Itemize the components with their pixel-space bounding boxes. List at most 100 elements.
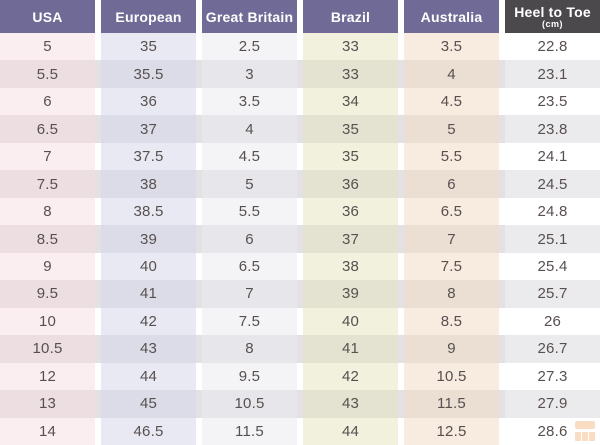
table-cell-great-britain: 3.5: [202, 87, 297, 116]
table-cell-brazil: 43: [303, 390, 398, 418]
table-row: 6.5 37 4 35 5 23.8: [0, 115, 600, 143]
table-row: 8 38.5 5.5 36 6.5 24.8: [0, 197, 600, 226]
table-cell-heel-to-toe: 27.3: [505, 362, 600, 391]
table-cell-usa: 9.5: [0, 280, 95, 308]
table-cell-heel-to-toe: 25.1: [505, 225, 600, 253]
table-cell-european: 36: [101, 87, 196, 116]
table-cell-european: 43: [101, 335, 196, 363]
table-cell-australia: 5: [404, 115, 499, 143]
table-cell-usa: 14: [0, 417, 95, 445]
table-cell-brazil: 37: [303, 225, 398, 253]
table-cell-great-britain: 7: [202, 280, 297, 308]
table-cell-european: 35.5: [101, 60, 196, 88]
header-heel-to-toe-unit: (cm): [541, 18, 563, 29]
table-cell-brazil: 36: [303, 170, 398, 198]
table-header-row: USA European Great Britain Brazil Austra…: [0, 0, 600, 33]
table-cell-great-britain: 10.5: [202, 390, 297, 418]
brand-watermark-icon: [573, 421, 597, 441]
table-cell-great-britain: 5: [202, 170, 297, 198]
table-cell-australia: 4.5: [404, 87, 499, 116]
table-cell-australia: 5.5: [404, 142, 499, 171]
header-brazil: Brazil: [303, 0, 398, 33]
table-cell-heel-to-toe: 26.7: [505, 335, 600, 363]
table-row: 10 42 7.5 40 8.5 26: [0, 307, 600, 336]
table-cell-european: 42: [101, 307, 196, 336]
table-cell-great-britain: 5.5: [202, 197, 297, 226]
table-row: 7.5 38 5 36 6 24.5: [0, 170, 600, 198]
table-row: 5 35 2.5 33 3.5 22.8: [0, 33, 600, 61]
table-cell-european: 45: [101, 390, 196, 418]
table-cell-great-britain: 7.5: [202, 307, 297, 336]
table-row: 12 44 9.5 42 10.5 27.3: [0, 362, 600, 391]
table-cell-european: 44: [101, 362, 196, 391]
table-cell-brazil: 38: [303, 252, 398, 281]
header-usa: USA: [0, 0, 95, 33]
table-cell-great-britain: 4: [202, 115, 297, 143]
table-cell-heel-to-toe: 23.1: [505, 60, 600, 88]
table-cell-heel-to-toe: 24.8: [505, 197, 600, 226]
table-cell-australia: 7: [404, 225, 499, 253]
table-cell-heel-to-toe: 28.6: [505, 417, 600, 445]
table-row: 9 40 6.5 38 7.5 25.4: [0, 252, 600, 281]
table-cell-australia: 10.5: [404, 362, 499, 391]
table-cell-australia: 3.5: [404, 33, 499, 61]
table-row: 14 46.5 11.5 44 12.5 28.6: [0, 417, 600, 445]
table-cell-european: 40: [101, 252, 196, 281]
table-cell-great-britain: 9.5: [202, 362, 297, 391]
table-cell-great-britain: 8: [202, 335, 297, 363]
table-cell-heel-to-toe: 26: [505, 307, 600, 336]
header-european: European: [101, 0, 196, 33]
table-cell-european: 41: [101, 280, 196, 308]
table-cell-usa: 6.5: [0, 115, 95, 143]
table-cell-great-britain: 3: [202, 60, 297, 88]
table-cell-great-britain: 6.5: [202, 252, 297, 281]
table-cell-heel-to-toe: 25.7: [505, 280, 600, 308]
table-cell-heel-to-toe: 23.5: [505, 87, 600, 116]
table-cell-brazil: 35: [303, 142, 398, 171]
table-row: 13 45 10.5 43 11.5 27.9: [0, 390, 600, 418]
table-cell-usa: 7.5: [0, 170, 95, 198]
table-cell-usa: 8.5: [0, 225, 95, 253]
header-great-britain-label: Great Britain: [205, 8, 294, 25]
table-row: 10.5 43 8 41 9 26.7: [0, 335, 600, 363]
header-european-label: European: [115, 8, 182, 25]
table-cell-usa: 13: [0, 390, 95, 418]
table-cell-heel-to-toe: 23.8: [505, 115, 600, 143]
table-cell-heel-to-toe: 25.4: [505, 252, 600, 281]
table-cell-brazil: 44: [303, 417, 398, 445]
table-row: 9.5 41 7 39 8 25.7: [0, 280, 600, 308]
table-cell-great-britain: 4.5: [202, 142, 297, 171]
table-cell-brazil: 34: [303, 87, 398, 116]
table-cell-european: 37.5: [101, 142, 196, 171]
table-body: 5 35 2.5 33 3.5 22.8 5.5 35.5 3 33 4 23.1 6 36 3.5 34 4.…: [0, 33, 600, 445]
table-cell-australia: 6: [404, 170, 499, 198]
table-cell-heel-to-toe: 24.1: [505, 142, 600, 171]
table-cell-usa: 12: [0, 362, 95, 391]
table-cell-brazil: 36: [303, 197, 398, 226]
table-row: 5.5 35.5 3 33 4 23.1: [0, 60, 600, 88]
header-heel-to-toe: Heel to Toe (cm): [505, 0, 600, 33]
table-cell-great-britain: 6: [202, 225, 297, 253]
table-cell-brazil: 33: [303, 60, 398, 88]
table-cell-australia: 8.5: [404, 307, 499, 336]
table-cell-usa: 7: [0, 142, 95, 171]
table-cell-heel-to-toe: 27.9: [505, 390, 600, 418]
table-cell-australia: 11.5: [404, 390, 499, 418]
table-cell-brazil: 41: [303, 335, 398, 363]
table-cell-australia: 7.5: [404, 252, 499, 281]
header-australia-label: Australia: [420, 8, 483, 25]
table-row: 8.5 39 6 37 7 25.1: [0, 225, 600, 253]
table-cell-european: 38: [101, 170, 196, 198]
table-cell-european: 37: [101, 115, 196, 143]
table-cell-european: 38.5: [101, 197, 196, 226]
table-cell-usa: 9: [0, 252, 95, 281]
table-cell-great-britain: 11.5: [202, 417, 297, 445]
table-cell-usa: 6: [0, 87, 95, 116]
table-cell-heel-to-toe: 24.5: [505, 170, 600, 198]
table-cell-australia: 12.5: [404, 417, 499, 445]
table-cell-brazil: 35: [303, 115, 398, 143]
header-usa-label: USA: [32, 8, 63, 25]
table-cell-usa: 8: [0, 197, 95, 226]
table-row: 7 37.5 4.5 35 5.5 24.1: [0, 142, 600, 171]
